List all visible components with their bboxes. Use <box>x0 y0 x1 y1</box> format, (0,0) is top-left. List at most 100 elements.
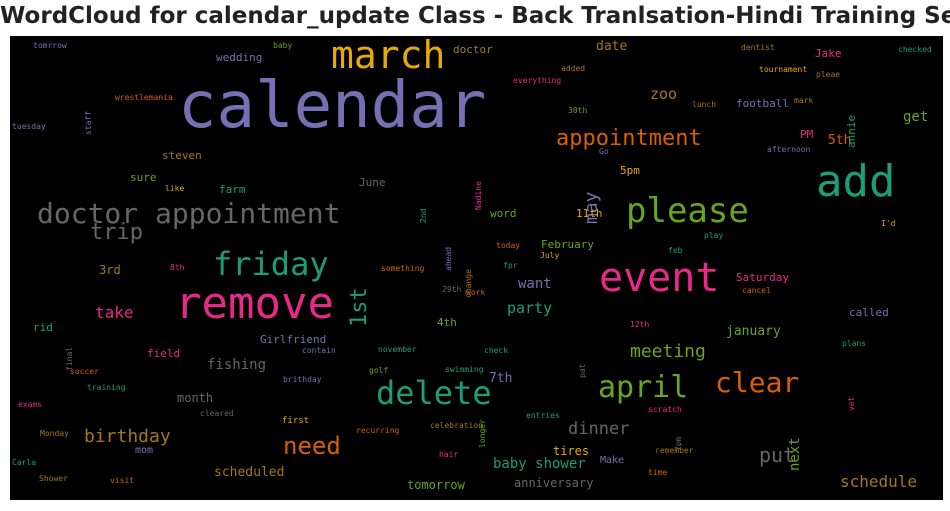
word-entries: entries <box>526 411 560 420</box>
word-fpr: fpr <box>503 261 518 270</box>
word-today: today <box>496 241 521 250</box>
word-pat: pat <box>578 363 587 378</box>
word-vet: vet <box>847 396 856 411</box>
word-february: February <box>541 238 594 251</box>
word-scheduled: scheduled <box>214 465 285 480</box>
word-anniversary: anniversary <box>514 476 594 490</box>
word-need: need <box>283 432 341 460</box>
word-brithday: brithday <box>283 375 322 384</box>
word-meeting: meeting <box>630 341 706 362</box>
word-april: april <box>598 370 689 405</box>
word-added: added <box>561 64 586 73</box>
word-everything: everything <box>513 76 562 85</box>
word-steven: steven <box>162 149 202 162</box>
word-dentist: dentist <box>741 43 775 52</box>
word-exams: exams <box>18 400 43 409</box>
word-july: July <box>540 251 560 260</box>
word-staff: staff <box>84 110 93 135</box>
word-calendar: calendar <box>178 69 487 143</box>
word-clear: clear <box>715 366 800 399</box>
word-like: like <box>165 184 185 193</box>
word-rid: rid <box>33 321 53 334</box>
word-wrestlemania: wrestlemania <box>115 93 173 102</box>
word-time: time <box>648 468 668 477</box>
word-sure: sure <box>130 171 157 184</box>
word-farm: farm <box>219 183 246 196</box>
word-pm: PM <box>800 128 814 141</box>
word-cancel: cancel <box>742 286 771 295</box>
word-annie: annie <box>845 114 858 149</box>
word-swimming: swimming <box>445 365 484 374</box>
word-checked: checked <box>898 45 932 54</box>
word-3rd: 3rd <box>99 263 121 277</box>
word-2nd: 2nd <box>419 208 428 223</box>
word-birthday: birthday <box>84 426 171 447</box>
word-want: want <box>518 276 552 292</box>
word-date: date <box>596 39 628 54</box>
word-tomorrow: tomorrow <box>407 478 465 492</box>
word-celebration: celebration <box>430 421 483 430</box>
word-hair: hair <box>439 450 459 459</box>
word-doctor-appointment: doctor appointment <box>37 197 341 230</box>
word-feb: feb <box>668 246 683 255</box>
word-next: next <box>787 437 803 471</box>
word-schedule: schedule <box>840 472 918 491</box>
word-appointment: appointment <box>556 126 702 151</box>
word-4th: 4th <box>437 316 457 329</box>
word-called: called <box>849 306 889 319</box>
word-something: something <box>381 264 425 273</box>
word-lunch: lunch <box>692 100 717 109</box>
word-march: march <box>331 36 446 77</box>
word-mom: mom <box>135 445 154 456</box>
word-5pm: 5pm <box>620 164 640 177</box>
word-dinner: dinner <box>568 419 630 439</box>
word-june: June <box>359 176 386 189</box>
word-jake: Jake <box>815 47 842 60</box>
word-wedding: wedding <box>216 51 263 64</box>
word-take: take <box>95 303 134 322</box>
word-put: put <box>759 443 796 467</box>
word-plans: plans <box>842 339 867 348</box>
word-i-d: I'd <box>881 219 896 228</box>
word-tires: tires <box>553 444 590 458</box>
word-7th: 7th <box>489 371 513 386</box>
word-party: party <box>507 299 553 317</box>
word-work: work <box>466 288 486 297</box>
word-trip: trip <box>90 220 143 245</box>
figure-title: WordCloud for calendar_update Class - Ba… <box>0 3 950 29</box>
word-november: november <box>378 345 417 354</box>
word-12th: 12th <box>630 320 650 329</box>
word-friday: friday <box>213 245 329 283</box>
word-30th: 30th <box>568 106 588 115</box>
word-11th: 11th <box>576 207 603 220</box>
word-month: month <box>177 391 214 405</box>
word-1st: 1st <box>347 287 372 327</box>
word-girlfriend: Girlfriend <box>260 333 327 346</box>
word-football: football <box>736 97 789 110</box>
word-soccer: soccer <box>70 367 99 376</box>
word-check: check <box>484 346 509 355</box>
word-january: january <box>726 324 781 339</box>
word-baby: baby <box>273 41 293 50</box>
word-doctor: doctor <box>453 43 493 56</box>
word-tomrrow: tomrrow <box>33 41 67 50</box>
word-ahead: ahead <box>444 246 453 271</box>
word-saturday: Saturday <box>736 271 789 284</box>
word-contain: contain <box>302 346 336 355</box>
word-first: first <box>282 416 310 426</box>
word-field: field <box>147 347 181 360</box>
word-add: add <box>816 156 896 207</box>
word-5th: 5th <box>828 133 852 148</box>
word-scratch: scratch <box>648 405 682 414</box>
word-shower: Shower <box>39 474 68 483</box>
word-remove: remove <box>175 278 334 329</box>
word-word: word <box>490 207 517 220</box>
word-fishing: fishing <box>207 357 267 373</box>
word-training: training <box>87 383 126 392</box>
word-8th: 8th <box>170 263 185 272</box>
word-visit: visit <box>110 476 135 485</box>
word-pleae: pleae <box>816 70 841 79</box>
word-golf: golf <box>369 366 389 375</box>
word-play: play <box>704 231 724 240</box>
word-monday: Monday <box>40 429 69 438</box>
